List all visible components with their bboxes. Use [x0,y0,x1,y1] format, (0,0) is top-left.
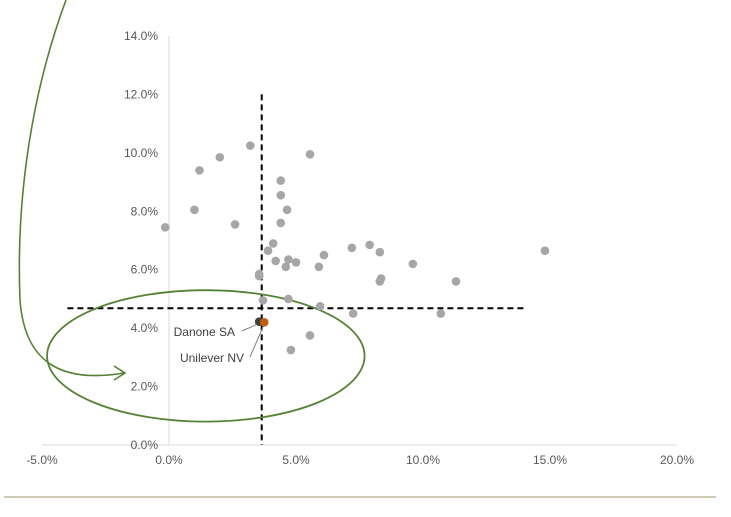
reference-lines [67,94,525,445]
data-point [451,277,461,286]
data-point [245,141,255,150]
data-point [281,262,291,272]
data-point [195,166,204,175]
data-point [408,259,418,269]
y-tick-label: 10.0% [124,146,158,160]
data-point [347,243,357,253]
data-point [276,190,286,200]
data-point [305,150,315,159]
point-annotations: Danone SA Unilever NV [174,324,264,365]
data-point [314,262,324,272]
x-tick-label: 15.0% [533,453,567,467]
data-point [305,331,315,340]
x-tick-label: 0.0% [155,453,183,467]
unilever-label: Unilever NV [180,351,244,365]
y-tick-label: 2.0% [131,380,159,394]
data-point [190,205,199,215]
highlight-circle-layer [46,289,366,423]
data-point [375,247,385,257]
danone-label: Danone SA [174,325,235,339]
data-point [276,218,286,228]
data-point [315,301,325,311]
y-tick-label: 14.0% [124,29,158,43]
data-point [230,220,240,229]
x-tick-label: -5.0% [26,453,58,467]
x-tick-label: 10.0% [406,453,440,467]
data-point [271,256,280,266]
data-point [215,152,225,162]
x-tick-label: 5.0% [282,453,310,467]
data-point [282,205,292,215]
data-points [160,141,550,355]
data-point [263,246,273,256]
axes [42,36,677,446]
data-point [348,309,358,318]
x-tick-labels: -5.0% 0.0% 5.0% 10.0% 15.0% 20.0% [26,453,694,467]
y-tick-label: 12.0% [124,87,158,101]
y-tick-label: 0.0% [131,438,159,452]
danone-leader-line [241,324,257,332]
data-point [365,240,374,250]
data-point [291,258,301,267]
data-point [284,255,293,264]
y-tick-label: 8.0% [131,204,159,218]
data-point [268,239,278,248]
data-point-unilever [259,318,269,327]
data-point [376,274,386,283]
data-point [436,309,446,318]
data-point [319,250,329,260]
data-point [284,294,293,304]
data-point [286,345,296,355]
data-point [276,176,286,185]
x-tick-label: 20.0% [660,453,694,467]
data-point [540,246,550,256]
y-tick-label: 6.0% [131,263,159,277]
y-tick-labels: 0.0% 2.0% 4.0% 6.0% 8.0% 10.0% 12.0% 14.0% [124,29,158,452]
unilever-leader-line [249,326,264,358]
connector-arrowhead [113,365,127,381]
y-tick-label: 4.0% [131,321,159,335]
highlight-circle [46,289,366,423]
data-point [258,296,268,305]
connector-arrow [18,0,125,377]
data-point [254,271,264,281]
data-point [160,223,170,232]
